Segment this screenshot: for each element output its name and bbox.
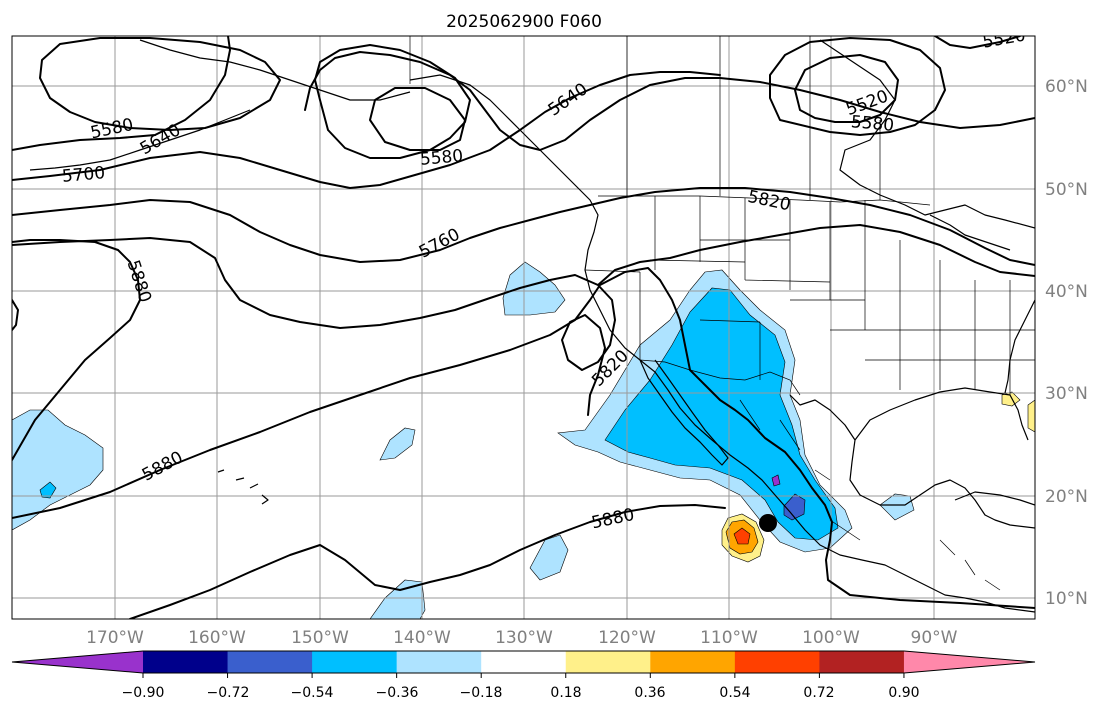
lat-label: 20°N <box>1045 487 1088 507</box>
coast-aleutians <box>29 109 251 171</box>
colorbar-segment <box>143 651 229 673</box>
contour-5580-east <box>769 37 946 136</box>
colorbar-tick-label: 0.72 <box>803 685 834 701</box>
lon-label: 140°W <box>393 628 451 648</box>
lon-label: 120°W <box>598 628 656 648</box>
colorbar-segment <box>227 651 313 673</box>
colorbar-segment <box>734 651 820 673</box>
border-us-mexico <box>639 359 801 396</box>
lat-label: 60°N <box>1045 77 1088 97</box>
coast-canada-arctic <box>819 39 1035 229</box>
height-contours <box>12 36 1035 619</box>
contour-5580-gulf-of-alaska <box>314 44 471 159</box>
coast-hawaii <box>217 469 269 505</box>
colorbar: −0.90 −0.72 −0.54 −0.36 −0.18 0.18 0.36 … <box>11 650 1036 701</box>
anomaly-positive-east-edge <box>1027 399 1035 433</box>
anomaly-negative-medium <box>604 287 839 541</box>
anomaly-negative-spot-b <box>379 427 416 461</box>
coast-gulf-north <box>854 387 1029 441</box>
anomaly-shading <box>12 261 1035 619</box>
colorbar-labels: −0.90 −0.72 −0.54 −0.36 −0.18 0.18 0.36 … <box>122 685 920 701</box>
colorbar-segment <box>12 651 143 673</box>
lat-label: 10°N <box>1045 589 1088 609</box>
colorbar-tick-label: 0.90 <box>888 685 919 701</box>
border-mexico-states <box>739 399 861 541</box>
contour-5880-west <box>12 239 141 461</box>
contour-5880-left-edge <box>12 299 19 331</box>
contour-5820 <box>12 224 1035 416</box>
contour-5700 <box>12 71 721 189</box>
colorbar-segment <box>481 651 567 673</box>
colorbar-segment <box>819 651 905 673</box>
contour-5580-inner <box>369 87 466 151</box>
colorbar-tick-label: −0.54 <box>291 685 334 701</box>
coast-cuba <box>954 491 1035 506</box>
coast-great-lakes <box>929 214 1011 251</box>
lat-label: 30°N <box>1045 384 1088 404</box>
border-canada-provinces <box>626 36 881 200</box>
storm-center-marker <box>759 514 777 532</box>
lon-label: 100°W <box>802 628 860 648</box>
colorbar-segment <box>903 651 1035 673</box>
coast-gulf-of-mexico <box>789 394 1035 529</box>
colorbar-ticks <box>142 673 905 678</box>
contour-5580-west <box>39 37 281 131</box>
lon-label: 170°W <box>86 628 144 648</box>
contour-label: 5580 <box>850 112 895 136</box>
colorbar-tick-label: −0.90 <box>122 685 165 701</box>
map-frame <box>11 35 1036 620</box>
coast-east-north-america <box>1004 299 1035 394</box>
contour-label: 5700 <box>61 163 106 187</box>
lon-label: 110°W <box>700 628 758 648</box>
border-us-canada <box>598 195 931 206</box>
lat-label: 40°N <box>1045 282 1088 302</box>
colorbar-tick-label: −0.36 <box>376 685 419 701</box>
colorbar-tick-label: 0.54 <box>719 685 750 701</box>
longitude-labels: 170°W 160°W 150°W 140°W 130°W 120°W 110°… <box>86 628 958 648</box>
colorbar-segment <box>565 651 651 673</box>
latitude-labels: 60°N 50°N 40°N 30°N 20°N 10°N <box>1045 77 1088 609</box>
contour-5880-main <box>12 267 1035 609</box>
contour-5520-east <box>794 54 899 123</box>
colorbar-segment <box>396 651 482 673</box>
anomaly-negative-purple <box>771 474 781 487</box>
lat-label: 50°N <box>1045 180 1088 200</box>
colorbar-segment <box>650 651 736 673</box>
map-title: 2025062900 F060 <box>446 12 602 32</box>
lon-label: 150°W <box>291 628 349 648</box>
contour-5880-south <box>129 504 726 619</box>
colorbar-tick-label: 0.36 <box>634 685 665 701</box>
anomaly-negative-offshore <box>502 261 566 316</box>
coastlines <box>29 39 1035 613</box>
anomaly-negative-west <box>12 409 104 531</box>
border-us-states <box>584 196 1035 395</box>
contour-5520-top <box>934 36 1021 49</box>
contour-label: 5580 <box>419 146 464 170</box>
contour-5640-west <box>12 36 231 151</box>
colorbar-tick-label: −0.72 <box>207 685 250 701</box>
colorbar-segment <box>312 651 398 673</box>
colorbar-segments <box>12 651 1035 673</box>
lon-label: 130°W <box>495 628 553 648</box>
graticule <box>12 36 1035 619</box>
coast-west-north-america <box>409 74 1035 613</box>
contour-5640-central <box>304 51 1035 151</box>
border-central-america <box>939 539 1001 591</box>
lon-label: 160°W <box>188 628 246 648</box>
map-panel: 5580 5640 5700 5580 5640 5520 5580 5520 … <box>12 36 1035 619</box>
lon-label: 90°W <box>911 628 958 648</box>
colorbar-tick-label: 0.18 <box>550 685 581 701</box>
coast-baja-california <box>639 359 729 466</box>
colorbar-tick-label: −0.18 <box>460 685 503 701</box>
anomaly-positive-dark <box>733 527 751 545</box>
anomaly-negative-dark <box>783 493 806 521</box>
contour-5760 <box>12 187 1035 266</box>
